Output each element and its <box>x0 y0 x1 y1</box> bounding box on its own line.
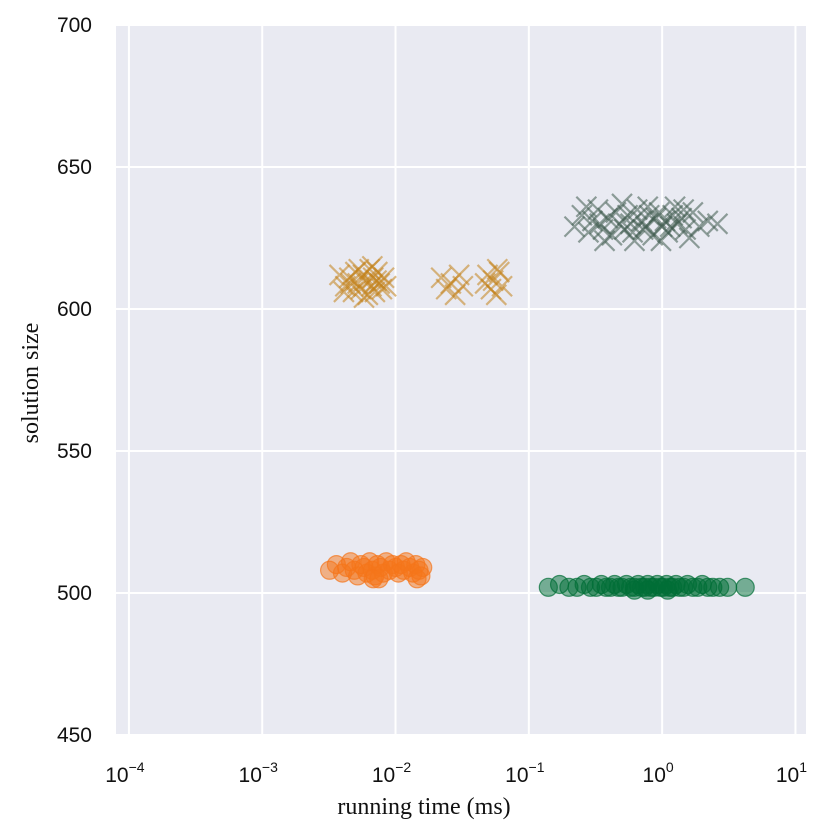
data-point <box>577 221 600 244</box>
data-point <box>672 198 695 221</box>
y-tick-label: 650 <box>57 156 92 179</box>
data-point <box>347 258 370 281</box>
data-point <box>452 275 474 298</box>
data-point <box>670 207 693 229</box>
x-tick-label: 100 <box>643 759 674 787</box>
x-axis-label: running time (ms) <box>337 794 510 820</box>
y-tick-labels: 450 500 550 600 650 700 <box>57 14 92 747</box>
data-point <box>611 193 633 215</box>
data-point <box>706 213 729 235</box>
x-tick-label: 10−2 <box>372 759 412 787</box>
data-point <box>575 195 598 218</box>
data-point <box>636 195 659 218</box>
data-point <box>623 230 646 252</box>
data-point <box>659 215 682 238</box>
data-point <box>718 577 738 597</box>
y-tick-label: 600 <box>57 298 92 321</box>
x-tick-labels: 10−4 10−3 10−2 10−1 100 101 <box>105 759 807 787</box>
data-points <box>319 193 755 600</box>
x-tick-label: 101 <box>776 759 807 787</box>
data-point <box>735 577 755 597</box>
data-point <box>361 255 384 278</box>
data-point <box>430 266 452 289</box>
series-3 <box>538 574 755 600</box>
y-tick-label: 550 <box>57 440 92 463</box>
series-2 <box>319 552 433 589</box>
data-point <box>664 195 686 218</box>
series-1 <box>563 193 729 252</box>
x-tick-label: 10−1 <box>505 759 545 787</box>
x-tick-label: 10−4 <box>105 759 145 787</box>
data-point <box>474 272 496 295</box>
y-tick-label: 700 <box>57 14 92 37</box>
data-point <box>588 213 611 235</box>
y-axis-label: solution size <box>18 323 44 444</box>
data-point <box>563 215 586 238</box>
data-point <box>375 275 397 298</box>
data-point <box>619 213 642 235</box>
data-point <box>333 281 355 303</box>
plot-background <box>116 25 806 735</box>
data-point <box>678 227 701 249</box>
data-point <box>365 269 388 292</box>
data-point <box>353 286 375 309</box>
data-point <box>638 580 658 600</box>
data-point <box>593 230 616 252</box>
x-tick-label: 10−3 <box>239 759 279 787</box>
y-tick-label: 450 <box>57 724 92 747</box>
grid-lines <box>116 24 806 736</box>
data-point <box>658 580 678 600</box>
data-point <box>411 566 431 586</box>
data-point <box>650 230 672 252</box>
data-point <box>448 264 470 286</box>
data-point <box>369 569 389 589</box>
data-point <box>486 258 509 281</box>
y-tick-label: 500 <box>57 582 92 605</box>
series-0 <box>328 255 513 309</box>
data-point <box>632 218 654 241</box>
